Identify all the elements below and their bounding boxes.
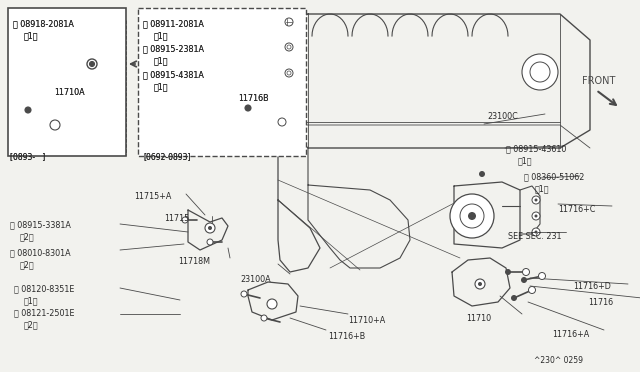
Text: （1）: （1） bbox=[24, 31, 38, 40]
Circle shape bbox=[90, 61, 95, 67]
Circle shape bbox=[182, 217, 188, 223]
Text: ⓝ 08918-2081A: ⓝ 08918-2081A bbox=[13, 19, 74, 28]
Text: [0893-   ]: [0893- ] bbox=[10, 152, 45, 161]
Text: 11716+D: 11716+D bbox=[573, 282, 611, 291]
Text: Ⓑ 08360-51062: Ⓑ 08360-51062 bbox=[524, 172, 584, 181]
Text: （1）: （1） bbox=[154, 56, 168, 65]
Text: ⓕ 08915-43610: ⓕ 08915-43610 bbox=[506, 144, 566, 153]
Text: （1）: （1） bbox=[154, 31, 168, 40]
Text: FRONT: FRONT bbox=[582, 76, 616, 86]
Circle shape bbox=[287, 45, 291, 49]
Text: Ⓑ 08121-2501E: Ⓑ 08121-2501E bbox=[14, 308, 74, 317]
Text: 23100C: 23100C bbox=[487, 112, 518, 121]
Circle shape bbox=[285, 69, 293, 77]
Circle shape bbox=[278, 118, 286, 126]
Circle shape bbox=[207, 239, 213, 245]
Circle shape bbox=[505, 269, 511, 275]
Text: （1）: （1） bbox=[24, 31, 38, 40]
Text: （1）: （1） bbox=[535, 184, 550, 193]
Circle shape bbox=[475, 279, 485, 289]
Circle shape bbox=[534, 215, 538, 218]
Text: （1）: （1） bbox=[154, 56, 168, 65]
Bar bbox=[8, 8, 126, 156]
Text: 23100A: 23100A bbox=[240, 275, 271, 284]
Text: [0692-0893]: [0692-0893] bbox=[143, 152, 191, 161]
Text: 11716+C: 11716+C bbox=[558, 205, 595, 214]
Circle shape bbox=[468, 212, 476, 220]
Text: （2）: （2） bbox=[24, 320, 38, 329]
Text: ⓝ 08911-2081A: ⓝ 08911-2081A bbox=[143, 19, 204, 28]
Circle shape bbox=[450, 194, 494, 238]
Text: SEE SEC. 231: SEE SEC. 231 bbox=[508, 232, 561, 241]
Circle shape bbox=[479, 171, 485, 177]
Text: （2）: （2） bbox=[20, 260, 35, 269]
Text: 11718M: 11718M bbox=[178, 257, 210, 266]
Circle shape bbox=[538, 273, 545, 279]
Text: 11716B: 11716B bbox=[238, 94, 269, 103]
Circle shape bbox=[522, 54, 558, 90]
Circle shape bbox=[530, 62, 550, 82]
Circle shape bbox=[460, 204, 484, 228]
Circle shape bbox=[534, 231, 538, 234]
Circle shape bbox=[241, 291, 247, 297]
Text: （2）: （2） bbox=[20, 232, 35, 241]
Text: 11710+A: 11710+A bbox=[348, 316, 385, 325]
Circle shape bbox=[261, 315, 267, 321]
Circle shape bbox=[478, 282, 482, 286]
Text: （1）: （1） bbox=[24, 296, 38, 305]
Text: （1）: （1） bbox=[154, 82, 168, 91]
Text: 11710A: 11710A bbox=[54, 88, 84, 97]
Circle shape bbox=[25, 107, 31, 113]
Circle shape bbox=[511, 295, 517, 301]
Text: ⓝ 08911-2081A: ⓝ 08911-2081A bbox=[143, 19, 204, 28]
Circle shape bbox=[532, 228, 540, 236]
Circle shape bbox=[532, 212, 540, 220]
Circle shape bbox=[205, 223, 215, 233]
Text: （1）: （1） bbox=[154, 82, 168, 91]
Text: 11716B: 11716B bbox=[238, 94, 269, 103]
Text: [0893-   ]: [0893- ] bbox=[10, 152, 45, 161]
Text: Ⓦ 08915-2381A: Ⓦ 08915-2381A bbox=[143, 44, 204, 53]
Circle shape bbox=[521, 277, 527, 283]
Text: ⓝ 08918-2081A: ⓝ 08918-2081A bbox=[13, 19, 74, 28]
Circle shape bbox=[87, 59, 97, 69]
Text: 11710: 11710 bbox=[466, 314, 491, 323]
Text: Ⓑ 08120-8351E: Ⓑ 08120-8351E bbox=[14, 284, 74, 293]
Circle shape bbox=[267, 299, 277, 309]
Circle shape bbox=[285, 18, 293, 26]
Text: 11716+B: 11716+B bbox=[328, 332, 365, 341]
Text: ⓕ 08915-4381A: ⓕ 08915-4381A bbox=[143, 70, 204, 79]
Text: 11715: 11715 bbox=[164, 214, 189, 223]
Bar bbox=[138, 8, 306, 156]
Text: 11716: 11716 bbox=[588, 298, 613, 307]
Circle shape bbox=[208, 226, 212, 230]
Circle shape bbox=[522, 269, 529, 276]
Text: ^230^ 0259: ^230^ 0259 bbox=[534, 356, 583, 365]
Circle shape bbox=[529, 286, 536, 294]
Text: （1）: （1） bbox=[154, 31, 168, 40]
Text: 11710A: 11710A bbox=[54, 88, 84, 97]
Circle shape bbox=[534, 199, 538, 202]
Circle shape bbox=[287, 71, 291, 75]
Text: 11715+A: 11715+A bbox=[134, 192, 172, 201]
Text: [0692-0893]: [0692-0893] bbox=[143, 152, 191, 161]
Text: ⓕ 08915-4381A: ⓕ 08915-4381A bbox=[143, 70, 204, 79]
Circle shape bbox=[245, 105, 251, 111]
Circle shape bbox=[285, 43, 293, 51]
Text: ⓝ 08915-3381A: ⓝ 08915-3381A bbox=[10, 220, 71, 229]
Text: Ⓦ 08915-2381A: Ⓦ 08915-2381A bbox=[143, 44, 204, 53]
Text: Ⓑ 08010-8301A: Ⓑ 08010-8301A bbox=[10, 248, 70, 257]
Circle shape bbox=[532, 196, 540, 204]
Text: 11716+A: 11716+A bbox=[552, 330, 589, 339]
Text: （1）: （1） bbox=[518, 156, 532, 165]
Circle shape bbox=[50, 120, 60, 130]
